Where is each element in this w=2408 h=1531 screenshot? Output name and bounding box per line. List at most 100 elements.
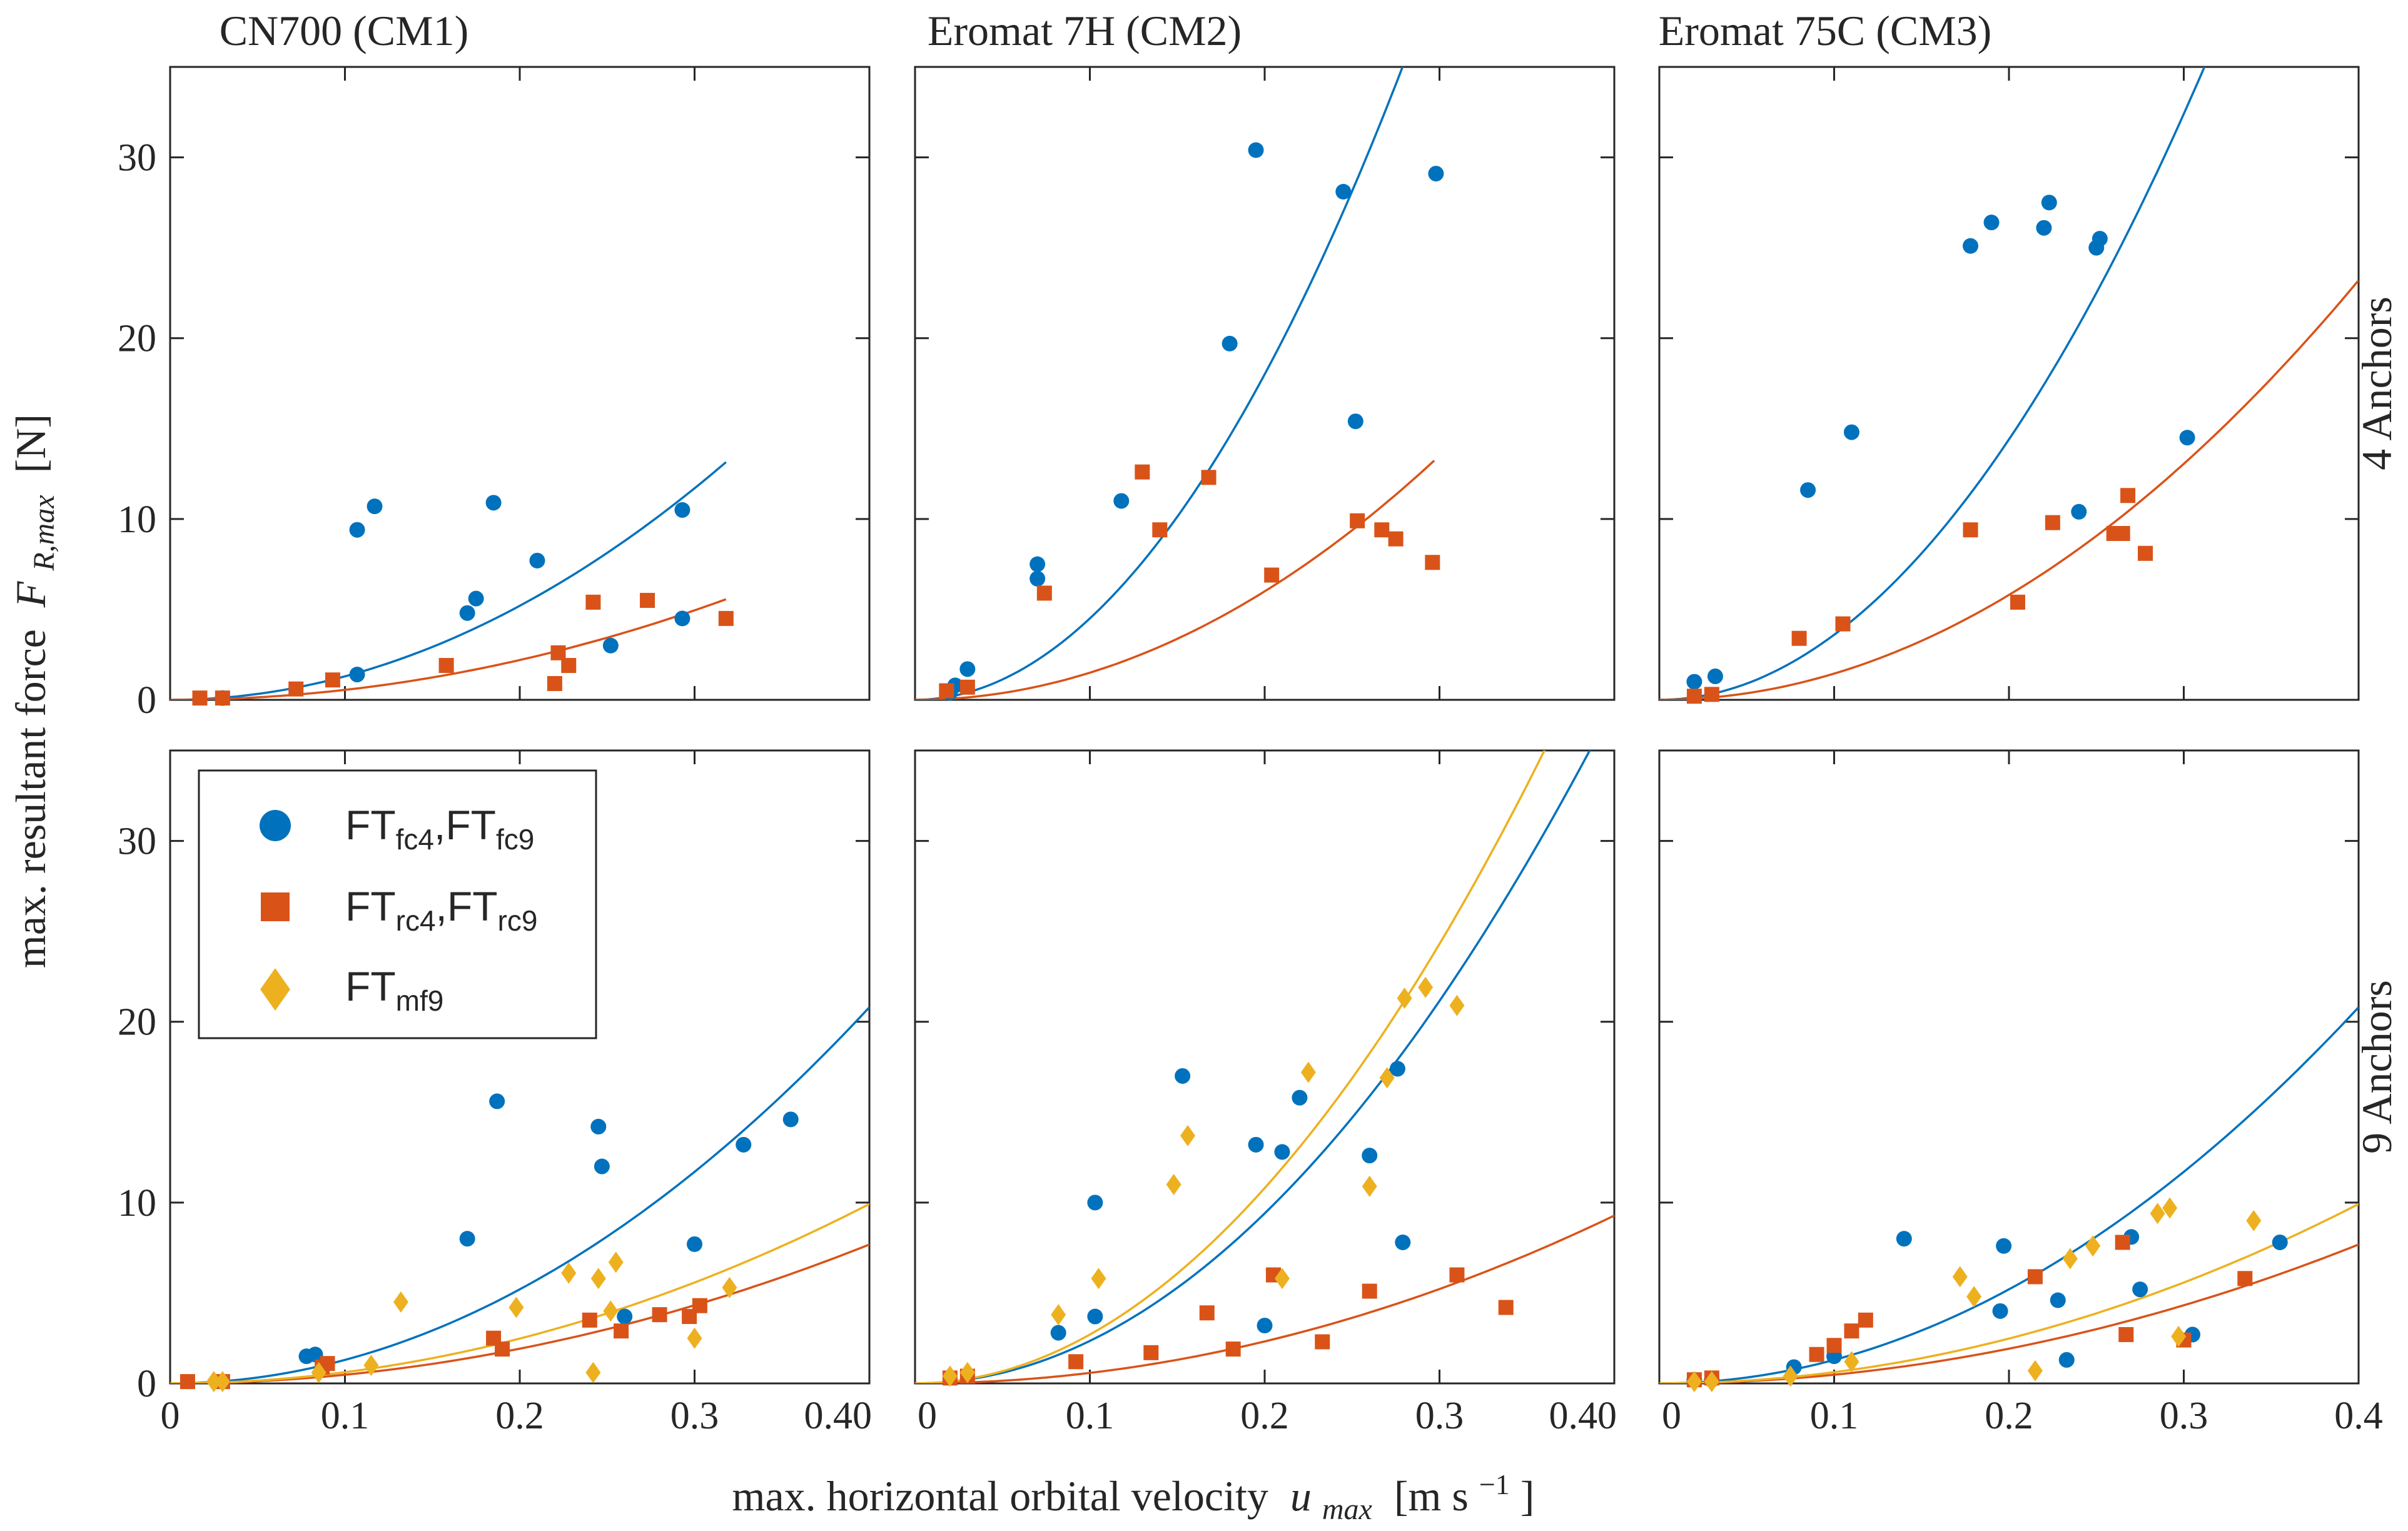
data-point-mf bbox=[1379, 1067, 1395, 1089]
data-point-rc bbox=[1264, 567, 1280, 583]
data-point-fc bbox=[489, 1093, 505, 1109]
data-point-fc bbox=[1996, 1238, 2012, 1254]
data-point-fc bbox=[1087, 1308, 1103, 1325]
data-point-fc bbox=[1050, 1325, 1066, 1341]
y-tick-label: 10 bbox=[118, 498, 156, 541]
data-point-fc bbox=[2058, 1352, 2075, 1368]
data-point-rc bbox=[547, 675, 562, 691]
data-point-mf bbox=[687, 1327, 702, 1349]
y-axis-label-subscript: R,max bbox=[28, 495, 61, 571]
data-point-rc bbox=[1835, 616, 1851, 632]
data-point-rc bbox=[1143, 1345, 1159, 1360]
data-point-fc bbox=[1707, 668, 1723, 684]
data-point-fc bbox=[2272, 1234, 2288, 1250]
data-point-rc bbox=[1152, 522, 1168, 538]
legend-marker-fc bbox=[260, 810, 291, 841]
y-tick-label: 30 bbox=[118, 821, 156, 863]
panel-9a-cm1: 0 0.1 0.2 0.3 0.40 0 10 20 30 bbox=[118, 749, 873, 1437]
y-axis-label: max. resultant force F R,max [N] bbox=[7, 414, 63, 968]
legend-entry-fc: FTfc4,FTfc9 bbox=[345, 802, 534, 856]
panel-9a-cm3: 0 0.1 0.2 0.3 0.4 9 Anchors bbox=[1658, 749, 2400, 1437]
data-point-fc bbox=[349, 522, 365, 538]
data-point-rc bbox=[2118, 1326, 2134, 1342]
x-tick-label: 0.2 bbox=[1985, 1395, 2033, 1437]
data-point-mf bbox=[215, 1371, 230, 1393]
legend: FTfc4,FTfc9 FTrc4,FTrc9 FTmf9 bbox=[198, 769, 597, 1039]
data-point-rc bbox=[1199, 1305, 1215, 1321]
data-point-fc bbox=[674, 610, 691, 627]
data-point-rc bbox=[1809, 1347, 1824, 1362]
data-point-rc bbox=[215, 690, 230, 706]
data-point-rc bbox=[652, 1307, 667, 1323]
data-point-fc bbox=[1389, 1061, 1405, 1077]
data-point-mf bbox=[1362, 1175, 1377, 1197]
x-axis-label-subscript: max bbox=[1322, 1493, 1372, 1526]
data-point-rc bbox=[2120, 488, 2136, 503]
data-point-fc bbox=[1347, 413, 1363, 430]
data-point-fc bbox=[1248, 142, 1264, 158]
data-point-fc bbox=[2050, 1292, 2066, 1308]
fit-curve-rc bbox=[170, 1243, 869, 1383]
data-point-mf bbox=[561, 1262, 577, 1284]
data-point-mf bbox=[1704, 1371, 1719, 1393]
data-point-fc bbox=[1175, 1068, 1191, 1084]
data-point-mf bbox=[393, 1291, 408, 1313]
data-point-rc bbox=[192, 690, 208, 706]
x-axis-label-unit-close: ] bbox=[1520, 1472, 1535, 1520]
data-point-fc bbox=[1686, 674, 1702, 690]
data-point-fc bbox=[590, 1118, 607, 1134]
data-point-rc bbox=[2115, 1235, 2130, 1250]
data-point-fc bbox=[485, 495, 502, 511]
fit-curve-mf bbox=[1659, 1203, 2359, 1383]
fit-curve-fc bbox=[915, 750, 1591, 1383]
y-tick-label: 30 bbox=[118, 137, 156, 179]
fit-curve-rc bbox=[1659, 280, 2359, 700]
data-point-fc bbox=[1896, 1231, 1912, 1247]
data-point-mf bbox=[959, 1362, 975, 1383]
data-point-fc bbox=[1983, 215, 2000, 231]
data-point-rc bbox=[1225, 1342, 1241, 1357]
x-axis-label-unit-open: [m s bbox=[1394, 1472, 1469, 1520]
data-point-fc bbox=[1274, 1144, 1290, 1160]
fit-curve-fc bbox=[1659, 67, 2206, 700]
data-point-fc bbox=[617, 1308, 633, 1325]
fit-curve-rc bbox=[170, 598, 727, 700]
x-tick-label: 0 bbox=[1662, 1395, 1681, 1437]
data-point-rc bbox=[1844, 1323, 1859, 1339]
data-point-fc bbox=[2132, 1281, 2148, 1298]
fit-curve-mf bbox=[170, 1203, 869, 1383]
fit-curves bbox=[170, 1006, 869, 1383]
fit-curve-fc bbox=[170, 1006, 869, 1383]
data-point-fc bbox=[1362, 1148, 1378, 1164]
x-tick-label: 0.40 bbox=[1549, 1395, 1617, 1437]
data-point-mf bbox=[1397, 988, 1412, 1009]
data-point-fc bbox=[459, 605, 475, 621]
y-axis-label-text: max. resultant force bbox=[7, 629, 54, 968]
y-tick-label: 20 bbox=[118, 318, 156, 360]
legend-marker-rc bbox=[261, 892, 290, 921]
data-point-fc bbox=[2036, 220, 2052, 236]
fit-curves bbox=[915, 67, 1435, 700]
data-point-fc bbox=[1992, 1303, 2008, 1319]
data-point-rc bbox=[939, 683, 954, 699]
y-tick-label: 0 bbox=[137, 679, 156, 722]
data-point-rc bbox=[1362, 1283, 1377, 1299]
data-point-mf bbox=[1686, 1371, 1702, 1393]
y-tick-label: 20 bbox=[118, 1001, 156, 1044]
data-point-rc bbox=[180, 1374, 195, 1390]
data-point-mf bbox=[1449, 994, 1465, 1016]
legend-entry-rc: FTrc4,FTrc9 bbox=[345, 883, 537, 937]
x-tick-label: 0.40 bbox=[804, 1395, 873, 1437]
fit-curve-fc bbox=[170, 461, 727, 700]
x-tick-label: 0.2 bbox=[495, 1395, 544, 1437]
data-point-rc bbox=[959, 679, 975, 695]
data-point-fc bbox=[307, 1347, 323, 1363]
data-point-fc bbox=[1113, 493, 1130, 509]
x-tick-label: 0.4 bbox=[2334, 1395, 2383, 1437]
x-axis-label-text: max. horizontal orbital velocity bbox=[732, 1472, 1268, 1520]
y-tick-label: 0 bbox=[137, 1363, 156, 1405]
fit-curves bbox=[1659, 67, 2359, 700]
x-tick-label: 0.3 bbox=[2160, 1395, 2208, 1437]
fit-curve-rc bbox=[915, 1215, 1614, 1383]
